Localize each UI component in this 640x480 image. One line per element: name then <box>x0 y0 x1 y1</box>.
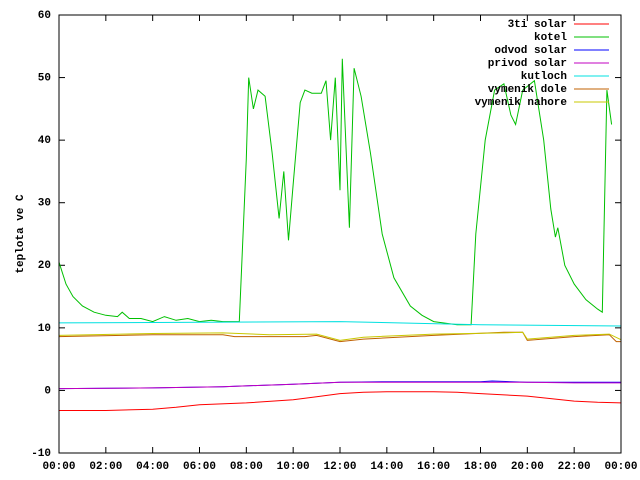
x-tick-label: 16:00 <box>417 461 450 473</box>
series-line <box>58 331 621 343</box>
x-tick-label: 04:00 <box>136 461 169 473</box>
legend-label: vymenik nahore <box>475 97 568 109</box>
series-line <box>58 58 613 326</box>
series-line <box>59 391 622 411</box>
y-tick-label: 60 <box>38 10 51 22</box>
legend-label: 3ti solar <box>508 19 567 31</box>
legend-label: kutloch <box>521 71 567 83</box>
series-line <box>58 331 622 341</box>
legend-label: odvod solar <box>494 45 567 57</box>
x-tick-label: 02:00 <box>89 461 122 473</box>
x-tick-label: 12:00 <box>323 461 356 473</box>
x-tick-label: 20:00 <box>511 461 544 473</box>
x-tick-label: 00:00 <box>604 461 637 473</box>
legend-label: privod solar <box>488 58 567 70</box>
x-tick-label: 14:00 <box>370 461 403 473</box>
y-tick-label: 0 <box>44 385 51 397</box>
y-tick-label: -10 <box>31 448 51 460</box>
x-tick-label: 08:00 <box>230 461 263 473</box>
y-axis-label: teplota ve C <box>15 194 27 274</box>
x-tick-label: 10:00 <box>277 461 310 473</box>
x-tick-label: 06:00 <box>183 461 216 473</box>
series-line <box>58 321 622 327</box>
x-tick-label: 22:00 <box>558 461 591 473</box>
y-tick-label: 20 <box>38 260 51 272</box>
y-tick-label: 50 <box>38 72 51 84</box>
x-tick-label: 00:00 <box>42 461 75 473</box>
y-tick-label: 10 <box>38 323 51 335</box>
legend-label: kotel <box>534 32 567 44</box>
x-tick-label: 18:00 <box>464 461 497 473</box>
y-tick-label: 40 <box>38 135 51 147</box>
series-line <box>58 381 621 390</box>
legend-label: vymenik dole <box>488 84 568 96</box>
y-tick-label: 30 <box>38 198 51 210</box>
plot-frame <box>58 14 622 454</box>
